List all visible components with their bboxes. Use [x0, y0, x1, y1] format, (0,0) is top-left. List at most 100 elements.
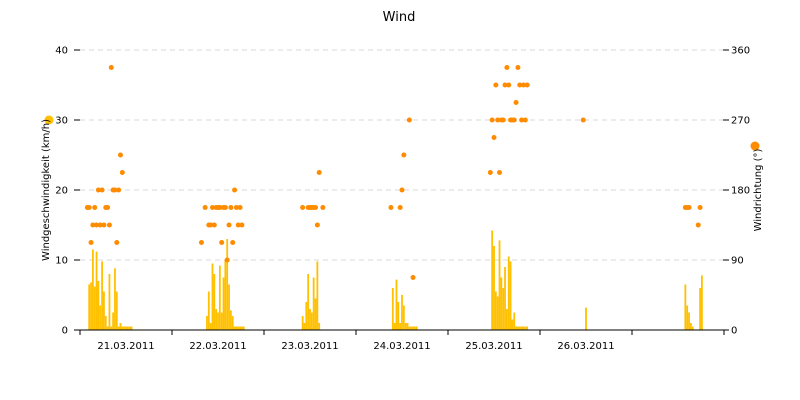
direction-point[interactable] [491, 135, 497, 140]
speed-bar[interactable] [103, 291, 105, 331]
direction-point[interactable] [515, 65, 521, 70]
speed-bar[interactable] [502, 288, 505, 330]
speed-bar[interactable] [494, 291, 497, 331]
direction-point[interactable] [232, 187, 238, 193]
direction-point[interactable] [224, 257, 230, 263]
speed-bar[interactable] [99, 305, 102, 331]
speed-bar[interactable] [686, 305, 689, 331]
speed-bar[interactable] [684, 284, 687, 331]
speed-bar[interactable] [97, 281, 100, 330]
speed-bar[interactable] [112, 312, 115, 331]
speed-bar[interactable] [391, 288, 394, 330]
direction-point[interactable] [235, 222, 241, 228]
direction-point[interactable] [300, 205, 306, 210]
speed-bar[interactable] [114, 268, 116, 330]
speed-bar[interactable] [110, 326, 113, 331]
direction-point[interactable] [314, 222, 320, 228]
speed-bar[interactable] [493, 246, 495, 330]
speed-bar[interactable] [220, 312, 223, 331]
speed-bar[interactable] [93, 286, 96, 330]
direction-point[interactable] [513, 100, 519, 105]
speed-bar[interactable] [412, 326, 414, 331]
speed-bar[interactable] [504, 267, 506, 330]
direction-point[interactable] [99, 187, 105, 193]
direction-point[interactable] [522, 117, 528, 123]
speed-bar[interactable] [316, 261, 319, 330]
right-axis-legend-marker[interactable] [750, 141, 760, 151]
speed-bar[interactable] [691, 326, 694, 331]
speed-bar[interactable] [701, 275, 703, 330]
speed-bar[interactable] [520, 326, 523, 331]
direction-point[interactable] [202, 205, 208, 210]
direction-point[interactable] [119, 170, 125, 175]
direction-point[interactable] [106, 222, 112, 228]
direction-point[interactable] [500, 117, 506, 123]
speed-bar[interactable] [505, 309, 508, 330]
direction-point[interactable] [695, 222, 701, 228]
speed-bar[interactable] [406, 323, 409, 330]
direction-point[interactable] [86, 205, 92, 210]
direction-point[interactable] [209, 205, 215, 210]
left-axis-legend-marker[interactable] [44, 115, 54, 125]
speed-bar[interactable] [217, 312, 219, 331]
direction-point[interactable] [230, 240, 236, 245]
direction-point[interactable] [504, 65, 510, 70]
speed-bar[interactable] [413, 326, 416, 331]
direction-point[interactable] [217, 205, 223, 210]
speed-bar[interactable] [235, 326, 238, 331]
speed-bar[interactable] [241, 326, 243, 331]
speed-bar[interactable] [125, 326, 127, 331]
direction-point[interactable] [198, 240, 204, 245]
speed-bar[interactable] [88, 284, 91, 331]
speed-bar[interactable] [207, 291, 210, 331]
direction-point[interactable] [112, 187, 118, 193]
direction-point[interactable] [90, 222, 96, 228]
speed-bar[interactable] [515, 326, 517, 331]
speed-bar[interactable] [404, 323, 407, 330]
direction-point[interactable] [493, 82, 499, 88]
direction-point[interactable] [88, 240, 94, 245]
direction-point[interactable] [495, 117, 501, 123]
direction-point[interactable] [108, 65, 114, 70]
speed-bar[interactable] [228, 284, 230, 331]
speed-bar[interactable] [226, 239, 229, 330]
direction-point[interactable] [239, 222, 245, 228]
speed-bar[interactable] [393, 323, 396, 330]
speed-bar[interactable] [301, 316, 304, 330]
direction-point[interactable] [399, 187, 405, 193]
direction-point[interactable] [580, 117, 586, 123]
direction-point[interactable] [686, 205, 692, 210]
speed-bar[interactable] [239, 326, 241, 331]
speed-bar[interactable] [318, 323, 321, 330]
direction-point[interactable] [208, 222, 214, 228]
speed-bar[interactable] [224, 260, 227, 330]
direction-point[interactable] [519, 117, 525, 123]
speed-bar[interactable] [233, 326, 236, 331]
speed-bar[interactable] [526, 326, 529, 331]
speed-bar[interactable] [310, 312, 313, 331]
direction-point[interactable] [410, 275, 416, 280]
speed-bar[interactable] [117, 326, 120, 331]
speed-bar[interactable] [585, 307, 587, 330]
speed-bar[interactable] [242, 326, 245, 331]
speed-bar[interactable] [206, 316, 208, 330]
speed-bar[interactable] [130, 326, 133, 331]
speed-bar[interactable] [123, 326, 126, 331]
speed-bar[interactable] [397, 302, 400, 330]
speed-bar[interactable] [688, 312, 690, 331]
speed-bar[interactable] [312, 277, 315, 331]
speed-bar[interactable] [229, 310, 232, 330]
speed-bar[interactable] [237, 326, 240, 331]
speed-bar[interactable] [524, 326, 527, 331]
speed-bar[interactable] [305, 302, 308, 330]
speed-bar[interactable] [415, 326, 418, 331]
direction-point[interactable] [211, 222, 217, 228]
direction-point[interactable] [228, 205, 234, 210]
speed-bar[interactable] [307, 274, 310, 330]
direction-point[interactable] [116, 187, 122, 193]
direction-point[interactable] [237, 205, 243, 210]
direction-point[interactable] [517, 82, 523, 88]
speed-bar[interactable] [509, 261, 512, 330]
direction-point[interactable] [524, 82, 530, 88]
speed-bar[interactable] [213, 274, 216, 330]
